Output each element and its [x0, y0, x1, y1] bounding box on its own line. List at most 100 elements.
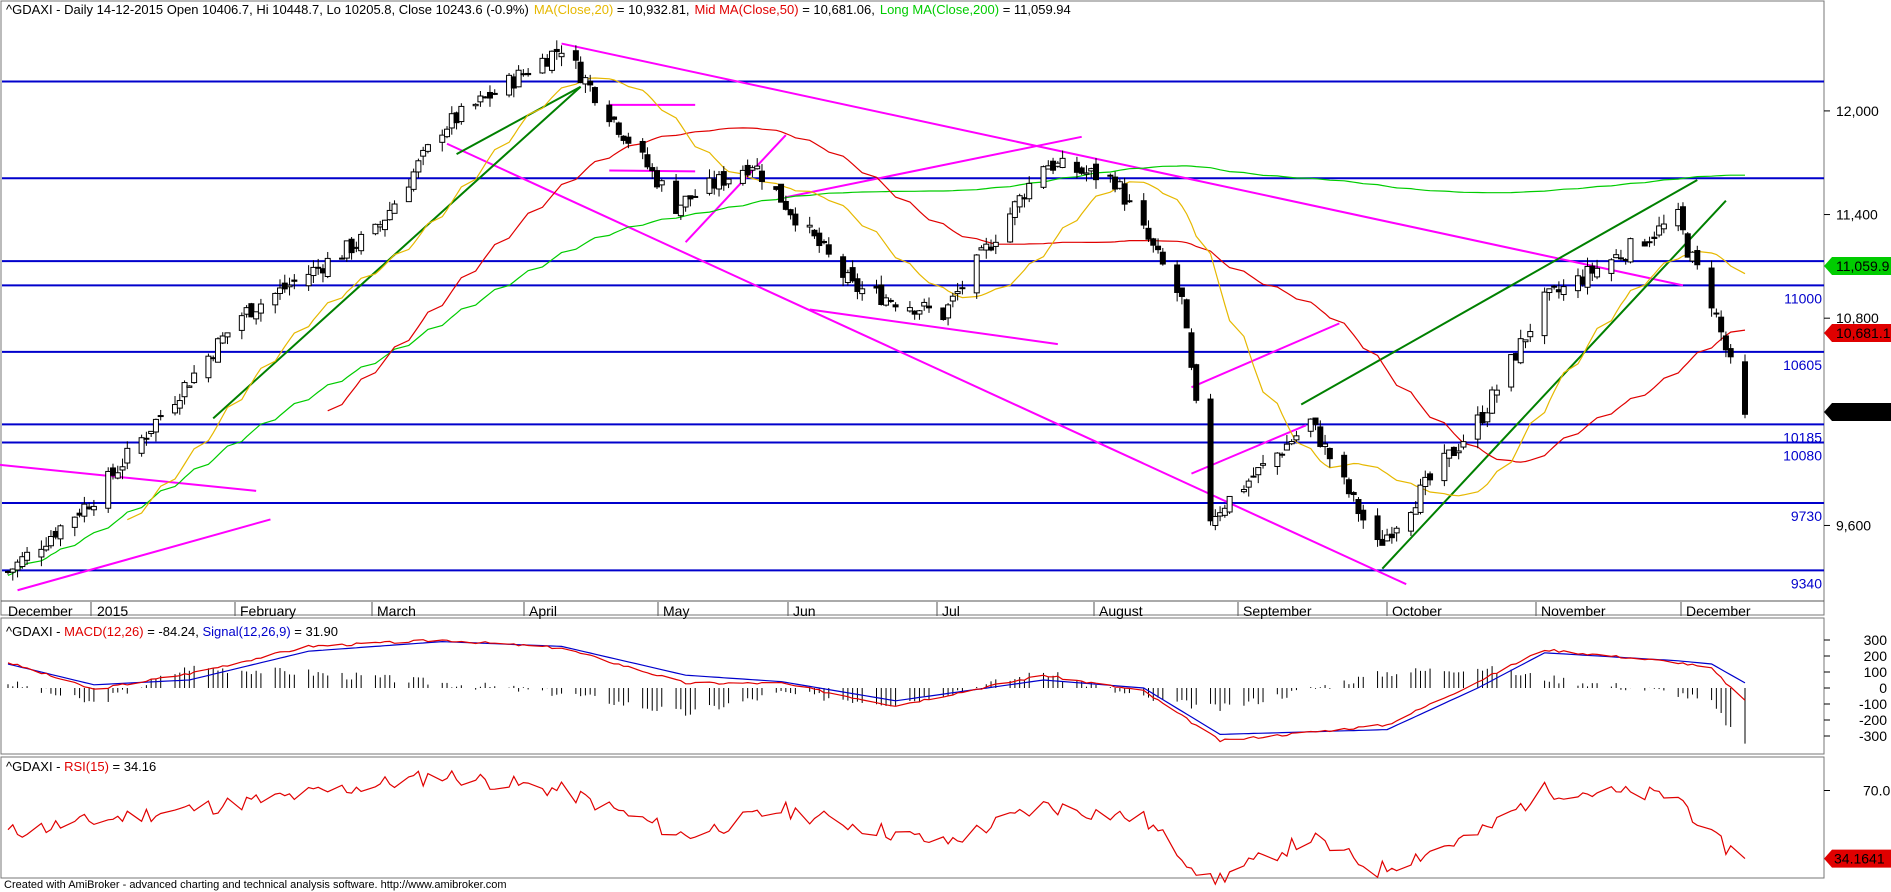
ma50-last-tag: 10,681.1	[1824, 324, 1891, 342]
candle-up	[138, 437, 145, 454]
candle-up	[1011, 201, 1018, 218]
candle-up	[1441, 452, 1448, 482]
candle	[1107, 173, 1114, 183]
candle-up	[1217, 512, 1224, 517]
candle-up	[477, 95, 484, 103]
candle	[1355, 497, 1362, 522]
candle	[639, 138, 646, 160]
ma50-label: Mid MA(Close,50)	[695, 2, 799, 17]
candle-up	[243, 307, 250, 315]
candle	[992, 234, 999, 255]
candle-down	[572, 50, 579, 61]
candle	[1627, 237, 1634, 264]
candle-up	[1116, 181, 1123, 189]
candle	[119, 458, 126, 480]
macd-tick-label-5: -200	[1859, 712, 1887, 728]
candle	[176, 393, 183, 415]
candle	[391, 200, 398, 214]
candle-up	[1307, 418, 1314, 432]
candle	[525, 68, 532, 77]
candle	[644, 147, 651, 170]
month-label-5: May	[663, 603, 689, 619]
candle	[1584, 257, 1591, 295]
candle-up	[883, 297, 890, 306]
macd-tick-label-6: -300	[1859, 728, 1887, 744]
candle	[1011, 200, 1018, 226]
candle-up	[749, 167, 756, 171]
rsi-panel	[0, 756, 1825, 879]
candle-up	[1126, 200, 1133, 203]
candle	[1007, 207, 1014, 243]
candle-down	[486, 91, 493, 99]
candle-down	[248, 303, 255, 318]
candle	[324, 251, 331, 279]
candle	[673, 174, 680, 215]
candle-up	[1541, 291, 1548, 337]
candle-up	[1279, 453, 1286, 456]
candle-up	[921, 301, 928, 307]
candle-up	[420, 149, 427, 157]
trendline-8	[809, 308, 1058, 346]
candle-down	[644, 154, 651, 168]
candle-down	[1512, 353, 1519, 361]
close-last-tag: 10,243.6	[1824, 403, 1891, 421]
candle-up	[973, 254, 980, 294]
month-label-11: November	[1541, 603, 1606, 619]
candle-up	[1484, 412, 1491, 423]
candle-down	[1713, 312, 1720, 315]
candle	[1026, 176, 1033, 203]
candle-up	[191, 372, 198, 384]
candle-up	[1422, 476, 1429, 488]
candle	[1178, 287, 1185, 305]
candle	[372, 223, 379, 236]
price-tick-label-3: 9,600	[1836, 517, 1871, 533]
candle	[1145, 220, 1152, 242]
candle-up	[549, 50, 556, 71]
candle	[1345, 477, 1352, 498]
candle-up	[124, 447, 131, 464]
candle	[1522, 339, 1529, 349]
rsi-last-tag: 34.1641	[1824, 849, 1891, 868]
ma200-label: Long MA(Close,200)	[880, 2, 999, 17]
candle-up	[353, 246, 360, 249]
candle-up	[754, 165, 761, 170]
candle	[1489, 386, 1496, 415]
candle	[1656, 216, 1663, 238]
candle-down	[1379, 538, 1386, 546]
candle	[1708, 260, 1715, 317]
trendline-11	[212, 85, 582, 420]
candle-up	[1007, 213, 1014, 243]
candle-down	[1360, 509, 1367, 521]
candle	[1455, 443, 1462, 460]
candle	[916, 309, 923, 320]
candle-down	[887, 299, 894, 302]
candle-up	[43, 545, 50, 551]
candle	[358, 231, 365, 255]
candle	[591, 86, 598, 106]
candle	[825, 237, 832, 258]
candle-up	[978, 247, 985, 251]
price-tick-label-2: 10,800	[1836, 310, 1879, 326]
candle-down	[577, 61, 584, 84]
candle-up	[277, 287, 284, 294]
candle-down	[1155, 245, 1162, 251]
candle	[1450, 446, 1457, 457]
candle	[381, 219, 388, 237]
rsi-last-label: 34.1641	[1834, 851, 1885, 867]
signal-line	[7, 640, 1746, 736]
candle	[754, 158, 761, 170]
candle-up	[520, 73, 527, 76]
candle-down	[348, 238, 355, 254]
candle-down	[1651, 236, 1658, 239]
candle-up	[992, 241, 999, 247]
candle	[506, 72, 513, 98]
candle-up	[1584, 266, 1591, 288]
candle	[1341, 451, 1348, 485]
candle	[491, 89, 498, 96]
candle	[415, 158, 422, 178]
candle	[315, 258, 322, 275]
candle-up	[257, 303, 264, 314]
candle	[1260, 454, 1267, 469]
candle	[405, 178, 412, 203]
month-label-4: April	[529, 603, 557, 619]
